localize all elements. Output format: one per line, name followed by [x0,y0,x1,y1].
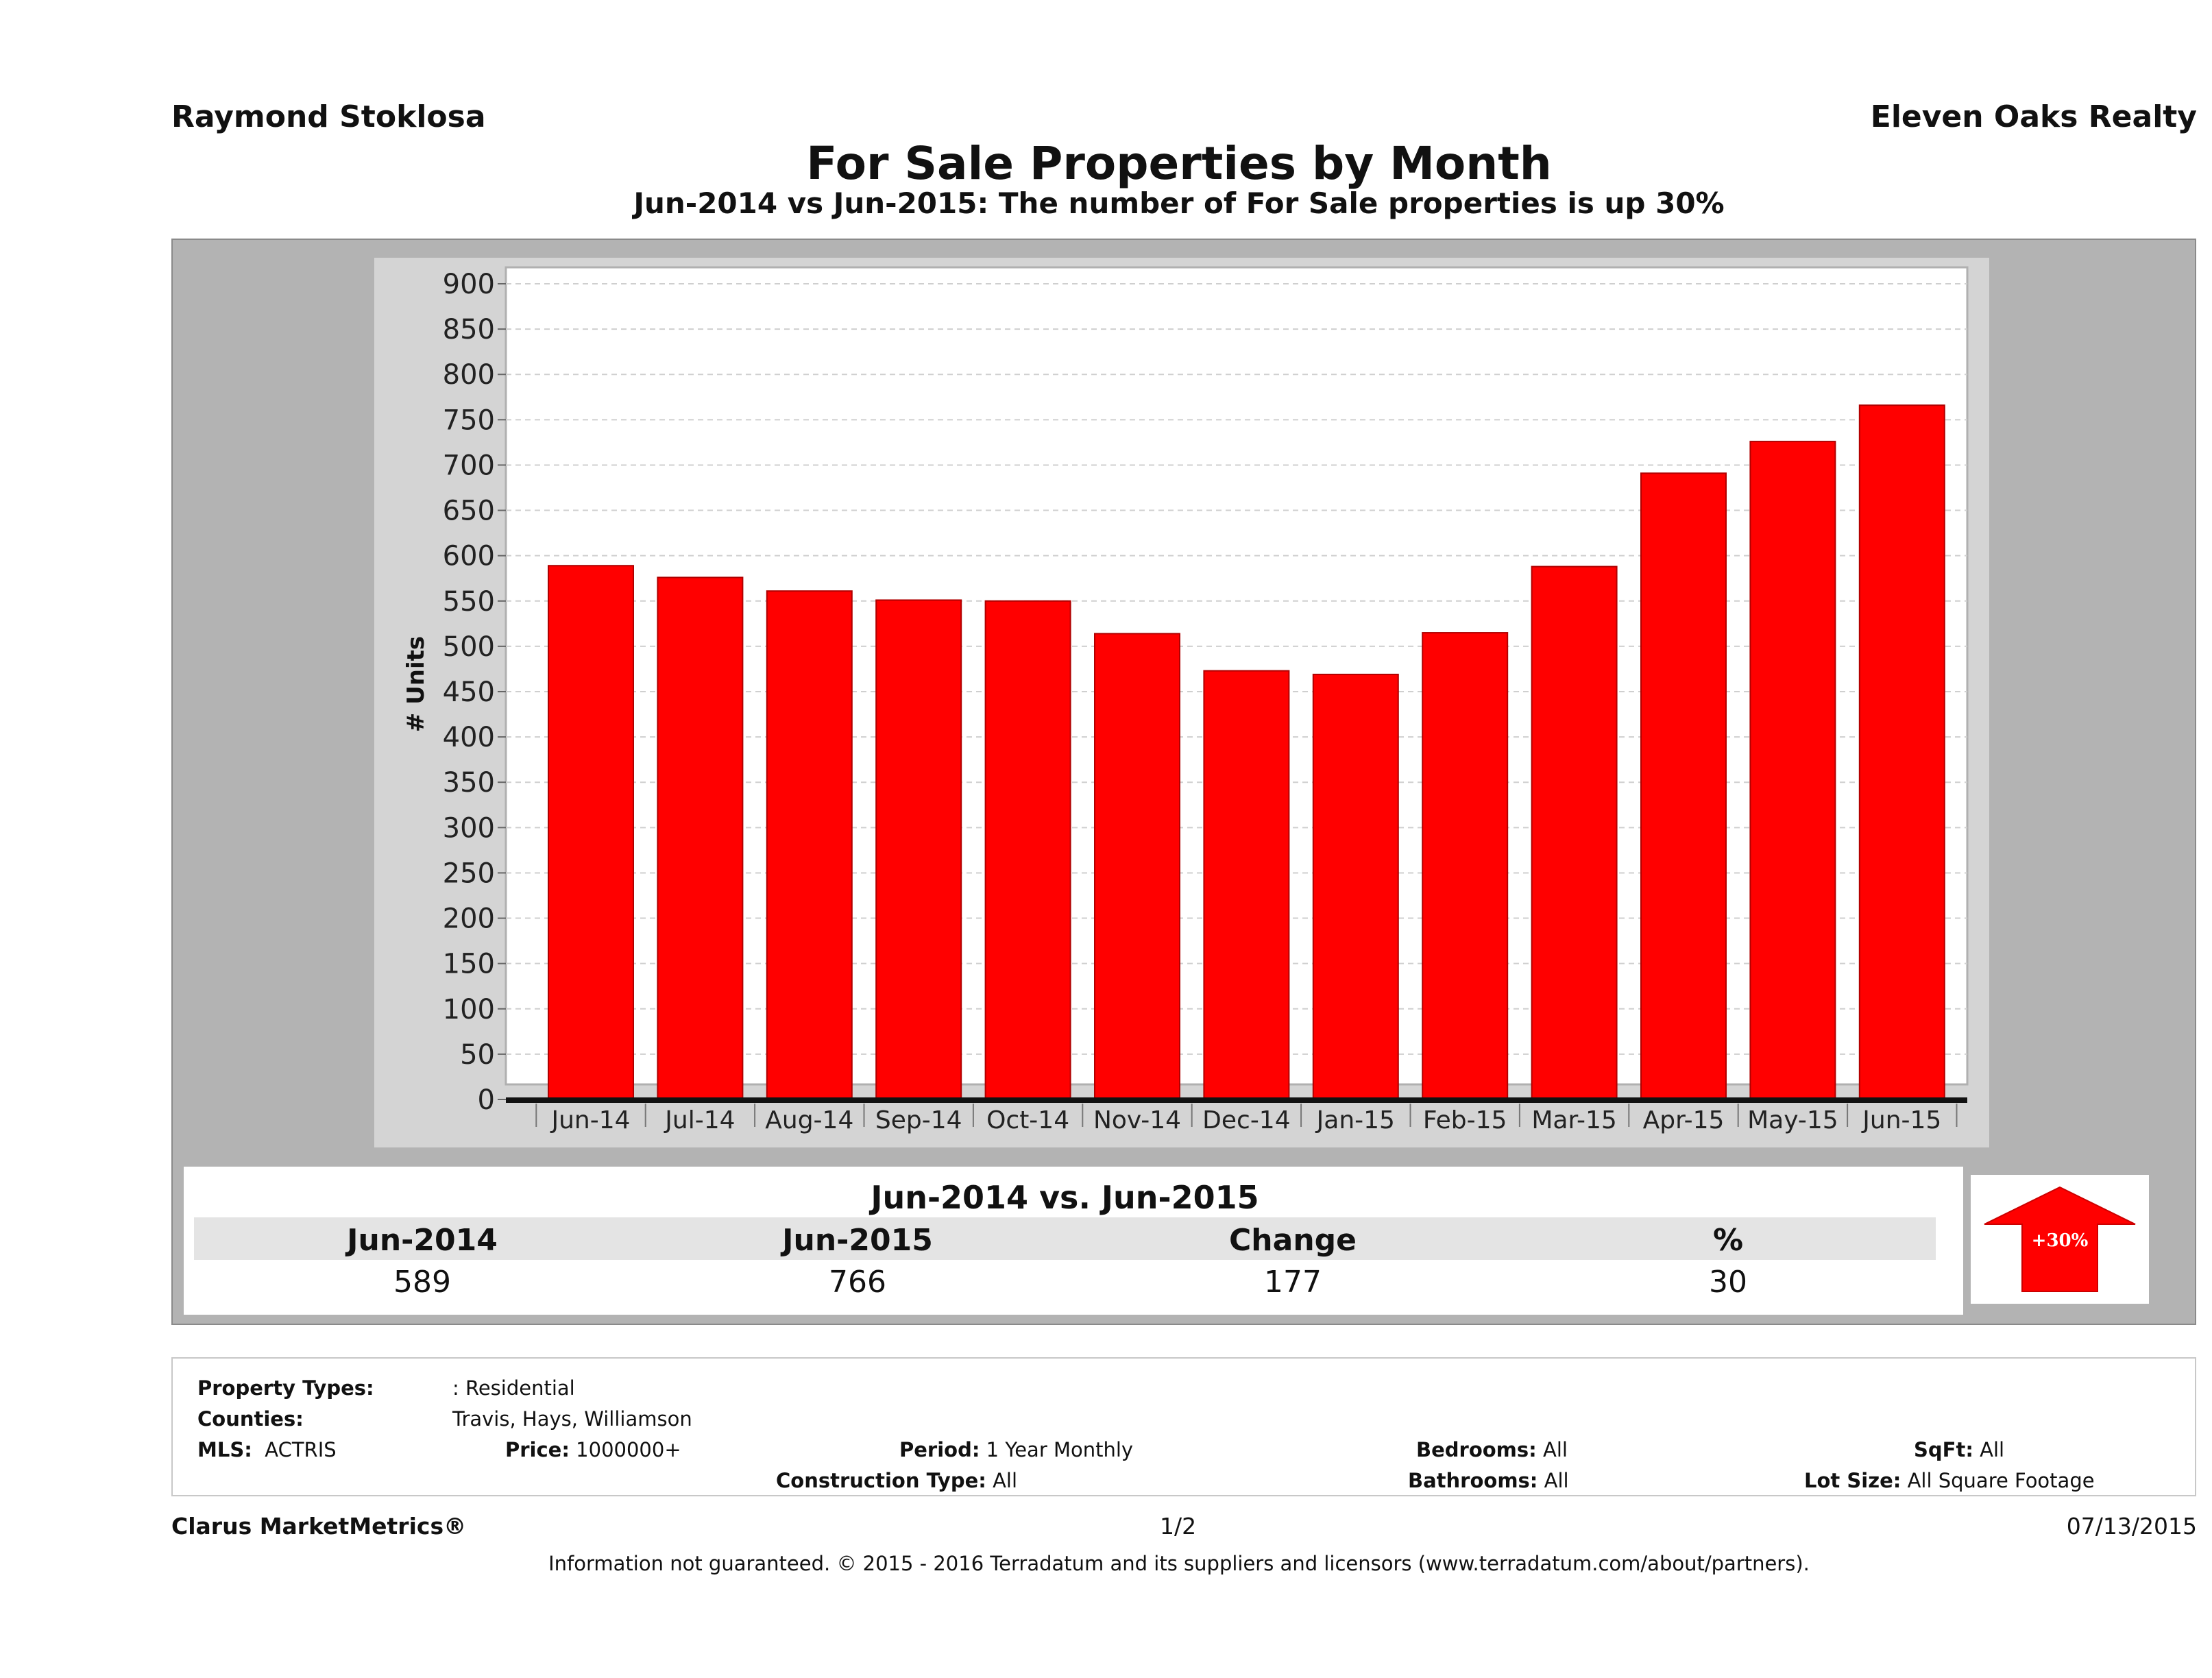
bedrooms-field: Bedrooms: All [1416,1438,1568,1461]
property-types-value: : Residential [452,1376,575,1400]
x-axis-ticks: Jun-14 Jul-14 Aug-14 Sep-14 Oct-14 Nov-14 Dec-… [535,1104,1958,1134]
value-change: 177 [1264,1265,1322,1300]
counties-label: Counties: [197,1407,304,1431]
header-jun-2015: Jun-2015 [782,1223,933,1258]
x-tick-label: Jun-14 [550,1106,630,1134]
bar-oct-14 [984,600,1071,1100]
x-tick-label: Oct-14 [986,1106,1069,1134]
bar-mar-15 [1531,566,1618,1100]
page-number: 1/2 [1160,1513,1197,1540]
x-tick-label: Jan-15 [1315,1106,1395,1134]
x-tick-label: Nov-14 [1093,1106,1181,1134]
report-subtitle: Jun-2014 vs Jun-2015: The number of For … [633,186,1725,220]
x-tick-label: Apr-15 [1643,1106,1725,1134]
x-tick-label: Aug-14 [765,1106,853,1134]
bar-apr-15 [1640,472,1727,1101]
bar-jun-14 [548,565,634,1100]
company-name: Eleven Oaks Realty [1870,99,2197,134]
brand-name: Clarus MarketMetrics® [171,1513,467,1540]
counties-value: Travis, Hays, Williamson [452,1407,692,1431]
y-tick-label: 50 [460,1039,495,1071]
report-criteria: Property Types: : Residential Counties: … [171,1357,2196,1496]
y-tick-label: 350 [443,767,495,799]
bar-nov-14 [1094,633,1180,1100]
change-badge-label: +30% [2032,1230,2089,1251]
sqft-field: SqFt: All [1914,1438,2005,1461]
lot-size-field: Lot Size: All Square Footage [1804,1469,2095,1492]
price-field: Price: 1000000+ [505,1438,681,1461]
bar-chart: 0 50 100 150 200 250 300 350 400 450 500 550 600 650 7… [402,266,1969,1134]
bar-may-15 [1749,441,1836,1101]
y-tick-label: 0 [478,1084,495,1116]
mls-field: MLS: ACTRIS [197,1438,337,1461]
x-tick-label: Feb-15 [1423,1106,1507,1134]
x-tick-label: May-15 [1747,1106,1838,1134]
bar-sep-14 [875,599,962,1100]
y-tick-label: 750 [443,404,495,436]
y-tick-label: 200 [443,903,495,935]
change-badge-box: +30% [1971,1175,2149,1304]
header-percent: % [1712,1223,1744,1258]
y-axis-label: # Units [402,636,430,732]
y-tick-label: 900 [443,269,495,300]
x-tick-label: Dec-14 [1202,1106,1290,1134]
y-tick-label: 400 [443,722,495,753]
y-tick-label: 450 [443,677,495,708]
x-tick-label: Sep-14 [875,1106,962,1134]
comparison-value-row: 589 766 177 30 [194,1263,1936,1301]
x-tick-label: Mar-15 [1531,1106,1616,1134]
header-change: Change [1229,1223,1357,1258]
bar-feb-15 [1422,632,1509,1100]
bar-jul-14 [657,576,744,1100]
value-jun-2014: 589 [393,1265,451,1300]
value-percent: 30 [1709,1265,1747,1300]
bar-jan-15 [1312,673,1399,1100]
construction-type-field: Construction Type: All [776,1469,1018,1492]
bar-aug-14 [766,590,853,1100]
period-field: Period: 1 Year Monthly [899,1438,1134,1461]
property-types-label: Property Types: [197,1376,374,1400]
chart-area: 0 50 100 150 200 250 300 350 400 450 500 550 600 650 7… [374,258,1989,1147]
y-axis-ticks: 0 50 100 150 200 250 300 350 400 450 500 550 600 650 7… [443,269,506,1116]
y-tick-label: 800 [443,359,495,391]
y-tick-label: 100 [443,994,495,1025]
x-axis-baseline [506,1097,1967,1103]
disclaimer: Information not guaranteed. © 2015 - 201… [548,1552,1810,1575]
comparison-title: Jun-2014 vs. Jun-2015 [194,1175,1936,1217]
agent-name: Raymond Stoklosa [171,99,486,134]
y-tick-label: 150 [443,949,495,980]
comparison-table: Jun-2014 vs. Jun-2015 Jun-2014 Jun-2015 … [184,1167,1963,1315]
bathrooms-field: Bathrooms: All [1408,1469,1569,1492]
x-tick-label: Jun-15 [1861,1106,1941,1134]
y-tick-label: 700 [443,450,495,481]
value-jun-2015: 766 [829,1265,886,1300]
comparison-header-row: Jun-2014 Jun-2015 Change % [194,1217,1936,1260]
bar-dec-14 [1203,670,1290,1100]
y-tick-label: 850 [443,314,495,345]
y-tick-label: 250 [443,858,495,889]
bars [506,404,1967,1103]
x-tick-label: Jul-14 [664,1106,735,1134]
y-tick-label: 550 [443,586,495,618]
up-arrow-icon: +30% [1984,1186,2136,1292]
y-tick-label: 600 [443,541,495,572]
report-date: 07/13/2015 [2066,1513,2197,1540]
y-tick-label: 650 [443,496,495,527]
header-jun-2014: Jun-2014 [347,1223,498,1258]
bar-jun-15 [1858,404,1945,1100]
y-tick-label: 300 [443,812,495,844]
report-title: For Sale Properties by Month [806,137,1552,190]
y-tick-label: 500 [443,631,495,663]
